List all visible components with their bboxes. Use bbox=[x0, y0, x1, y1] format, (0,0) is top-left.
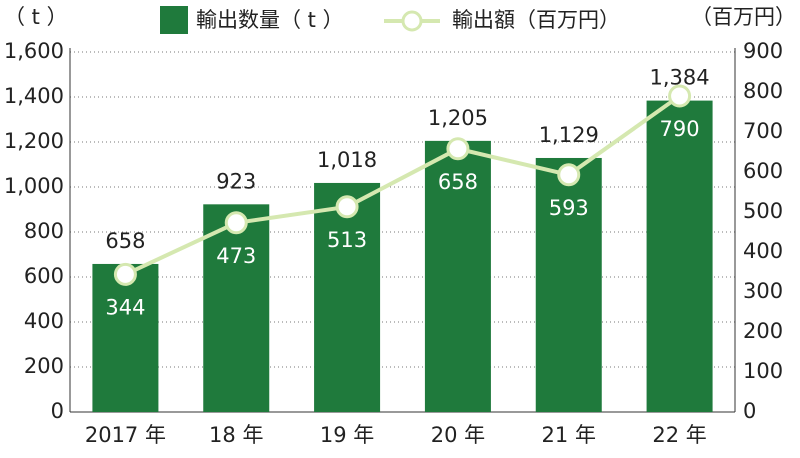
y2-tick-label: 500 bbox=[743, 199, 783, 223]
line-value-label: 593 bbox=[549, 196, 589, 220]
x-tick-label: 20 年 bbox=[431, 423, 485, 447]
bar bbox=[646, 100, 713, 412]
line-marker bbox=[446, 137, 470, 161]
line-value-label: 513 bbox=[327, 228, 367, 252]
line bbox=[124, 94, 681, 277]
line-value-label: 473 bbox=[216, 244, 256, 268]
y-tick-label: 1,000 bbox=[4, 174, 64, 198]
legend-label: 輸出額（百万円） bbox=[452, 8, 620, 32]
legend-swatch-marker bbox=[401, 10, 423, 32]
y2-axis-title: （百万円） bbox=[691, 5, 796, 29]
bar bbox=[92, 263, 159, 412]
y2-tick-label: 700 bbox=[743, 119, 783, 143]
bar bbox=[203, 204, 270, 412]
y-tick-label: 1,600 bbox=[4, 39, 64, 63]
x-tick-label: 18 年 bbox=[209, 423, 263, 447]
bar bbox=[314, 182, 381, 412]
line-value-label: 790 bbox=[660, 117, 700, 141]
y2-tick-label: 800 bbox=[743, 79, 783, 103]
y-tick-label: 400 bbox=[24, 309, 64, 333]
y2-tick-label: 300 bbox=[743, 279, 783, 303]
bar-value-label: 1,129 bbox=[539, 123, 599, 147]
bar-value-label: 1,205 bbox=[428, 106, 488, 130]
y-tick-label: 800 bbox=[24, 219, 64, 243]
y-tick-label: 200 bbox=[24, 354, 64, 378]
y2-tick-label: 900 bbox=[743, 39, 783, 63]
y-tick-label: 600 bbox=[24, 264, 64, 288]
y2-tick-label: 0 bbox=[743, 399, 756, 423]
line-marker bbox=[335, 195, 359, 219]
y-axis-title: （ t ） bbox=[4, 5, 68, 29]
legend-swatch-bar bbox=[160, 6, 188, 34]
line-marker bbox=[224, 211, 248, 235]
x-tick-label: 22 年 bbox=[652, 423, 706, 447]
y2-tick-label: 100 bbox=[743, 359, 783, 383]
line-marker bbox=[668, 84, 692, 108]
y2-tick-label: 400 bbox=[743, 239, 783, 263]
bar-value-label: 923 bbox=[216, 169, 256, 193]
bar-value-label: 1,018 bbox=[317, 148, 377, 172]
y-tick-label: 0 bbox=[51, 399, 64, 423]
x-tick-label: 21 年 bbox=[542, 423, 596, 447]
line-value-label: 344 bbox=[105, 295, 145, 319]
bar bbox=[535, 157, 602, 412]
line-value-label: 658 bbox=[438, 170, 478, 194]
y2-tick-label: 600 bbox=[743, 159, 783, 183]
x-tick-label: 2017 年 bbox=[85, 423, 166, 447]
y2-tick-label: 200 bbox=[743, 319, 783, 343]
line-marker bbox=[557, 163, 581, 187]
line-marker bbox=[113, 262, 137, 286]
y-tick-label: 1,400 bbox=[4, 84, 64, 108]
bar bbox=[424, 140, 491, 412]
y-tick-label: 1,200 bbox=[4, 129, 64, 153]
x-tick-label: 19 年 bbox=[320, 423, 374, 447]
bar-value-label: 658 bbox=[105, 229, 145, 253]
legend-label: 輸出数量（ t ） bbox=[196, 8, 344, 32]
